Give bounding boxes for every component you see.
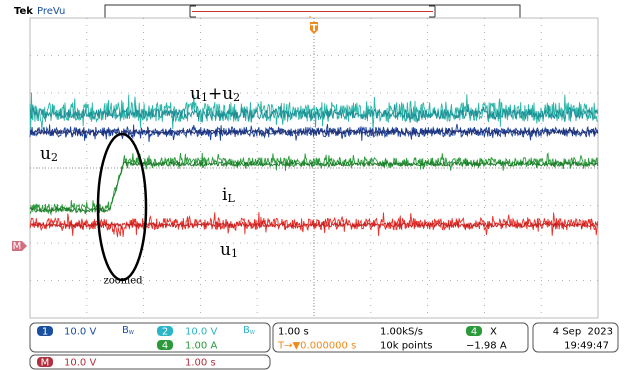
zoom-label: zoomed [103,276,143,287]
t: 1 [201,91,208,104]
cursor-symbol: X [490,327,497,338]
time: 19:49:47 [564,341,609,352]
record-length: 10k points [380,341,432,352]
math-time: 1.00 s [185,358,216,369]
badge-text: 1 [42,327,48,338]
t: u [220,240,231,260]
mode: PreVu [37,6,65,17]
t: +u [208,84,233,104]
t: W [129,330,134,336]
t: u [40,144,51,164]
trigger-pos: T→▼0.000000 s [277,341,356,352]
trigger-label: T [311,23,318,34]
t: 2 [233,91,240,104]
t: W [250,330,255,336]
sample-rate: 1.00kS/s [380,327,423,338]
badge-text: 4 [162,341,168,352]
badge-text: 2 [162,327,168,338]
brand: Tek [14,6,33,17]
label-sum: u1+u2 [190,84,240,105]
math-scale: 10.0 V [64,358,96,369]
ch2-scale: 10.0 V [185,327,217,338]
badge-text: 4 [471,327,477,338]
ch1-scale: 10.0 V [64,327,96,338]
badge-text: M [41,358,50,369]
t: L [227,192,235,205]
ref-label: M [13,241,22,252]
time-scale: 1.00 s [278,327,309,338]
t: u [190,84,201,104]
t: 1 [231,247,238,260]
t: 2 [51,151,58,164]
cursor-value: −1.98 A [466,341,507,352]
ch4-scale: 1.00 A [185,341,217,352]
date: 4 Sep 2023 [553,327,613,338]
scope-screen: Tek PreVu T M u1+u2 u2 iL u1 zoomed 1 10… [0,0,626,370]
